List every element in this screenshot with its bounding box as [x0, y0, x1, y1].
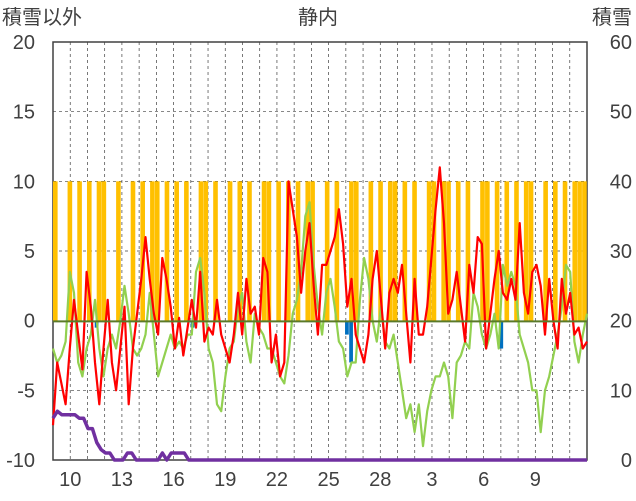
right-y-tick-label: 50 — [610, 102, 632, 124]
sunshine-bar — [261, 181, 267, 321]
right-y-tick-labels: 60 50 40 30 20 10 0 — [610, 32, 632, 472]
sunshine-bar — [237, 181, 243, 321]
sunshine-bar — [431, 181, 437, 321]
sunshine-bar — [528, 181, 534, 321]
left-axis-label: 積雪以外 — [2, 5, 82, 29]
sunshine-bar — [582, 181, 587, 321]
sunshine-bar — [402, 181, 408, 321]
left-y-tick-label: 10 — [13, 171, 35, 193]
sunshine-bar — [485, 181, 490, 321]
sunshine-bars — [53, 181, 587, 321]
precipitation-bar — [349, 320, 353, 363]
sunshine-bar — [378, 181, 383, 321]
sunshine-bar — [353, 181, 359, 321]
purple-series-line — [51, 409, 587, 462]
x-tick-label: 25 — [317, 469, 339, 491]
x-tick-label: 9 — [530, 469, 541, 491]
red-series-line — [51, 166, 588, 426]
sunshine-bar — [77, 181, 82, 321]
sunshine-bar — [305, 181, 311, 321]
sunshine-bar — [553, 181, 558, 321]
right-y-tick-label: 30 — [610, 241, 632, 263]
x-tick-label: 19 — [214, 469, 236, 491]
sunshine-bar — [286, 181, 291, 321]
x-tick-label: 3 — [426, 469, 437, 491]
sunshine-bar — [198, 181, 204, 321]
sunshine-bar — [53, 181, 58, 321]
sunshine-bar — [349, 181, 354, 321]
left-y-tick-label: 0 — [24, 311, 35, 333]
sunshine-bar — [203, 181, 209, 321]
sunshine-bar — [412, 181, 417, 321]
sunshine-bar — [184, 181, 189, 321]
sunshine-bar — [392, 181, 398, 321]
sunshine-bar — [164, 181, 170, 321]
right-axis-label: 積雪 — [592, 5, 632, 29]
left-y-tick-label: -10 — [6, 450, 35, 472]
right-y-tick-label: 60 — [610, 32, 632, 54]
sunshine-bar — [441, 181, 446, 321]
left-y-tick-label: 20 — [13, 32, 35, 54]
sunshine-bar — [101, 181, 107, 321]
sunshine-bar — [116, 181, 121, 321]
sunshine-bar — [455, 181, 461, 321]
chart-title: 静内 — [298, 5, 338, 29]
sunshine-bar — [150, 181, 155, 321]
sunshine-bar — [465, 181, 471, 321]
x-tick-label: 16 — [162, 469, 184, 491]
sunshine-bar — [213, 181, 218, 321]
sunshine-bar — [140, 181, 145, 321]
x-tick-label: 6 — [478, 469, 489, 491]
left-y-tick-label: 5 — [24, 241, 35, 263]
x-tick-label: 10 — [59, 469, 81, 491]
sunshine-bar — [247, 181, 252, 321]
right-y-tick-label: 40 — [610, 171, 632, 193]
left-y-tick-label: 15 — [13, 102, 35, 124]
sunshine-bar — [174, 181, 179, 321]
sunshine-bar — [572, 181, 578, 321]
right-y-tick-label: 20 — [610, 311, 632, 333]
sunshine-bar — [276, 181, 281, 321]
sunshine-bar — [324, 181, 330, 321]
x-tick-label: 22 — [266, 469, 288, 491]
sunshine-bar — [154, 181, 160, 321]
sunshine-bar — [562, 181, 568, 321]
sunshine-bar — [334, 181, 340, 321]
sunshine-bar — [426, 181, 432, 321]
x-tick-label: 28 — [369, 469, 391, 491]
sunshine-bar — [227, 181, 233, 321]
sunshine-bar — [387, 181, 393, 321]
sunshine-bar — [368, 181, 374, 321]
x-tick-labels: 10 13 16 19 22 25 28 3 6 9 — [59, 469, 541, 491]
sunshine-bar — [130, 181, 136, 321]
sunshine-bar — [523, 181, 529, 321]
sunshine-bar — [67, 181, 73, 321]
sunshine-bar — [504, 181, 510, 321]
sunshine-bar — [494, 181, 500, 321]
right-y-tick-label: 0 — [621, 450, 632, 472]
precipitation-bar — [499, 320, 504, 349]
sunshine-bar — [86, 181, 92, 321]
sunshine-bar — [543, 181, 548, 321]
sunshine-bar — [266, 181, 272, 321]
left-y-tick-label: -5 — [17, 380, 35, 402]
sunshine-bar — [577, 181, 582, 321]
left-y-tick-labels: 20 15 10 5 0 -5 -10 — [6, 32, 35, 472]
sunshine-bar — [96, 181, 102, 321]
precipitation-bar — [345, 320, 349, 335]
right-y-tick-label: 10 — [610, 380, 632, 402]
sunshine-bar — [514, 181, 519, 321]
sunshine-bar — [446, 181, 451, 321]
x-tick-label: 13 — [111, 469, 133, 491]
